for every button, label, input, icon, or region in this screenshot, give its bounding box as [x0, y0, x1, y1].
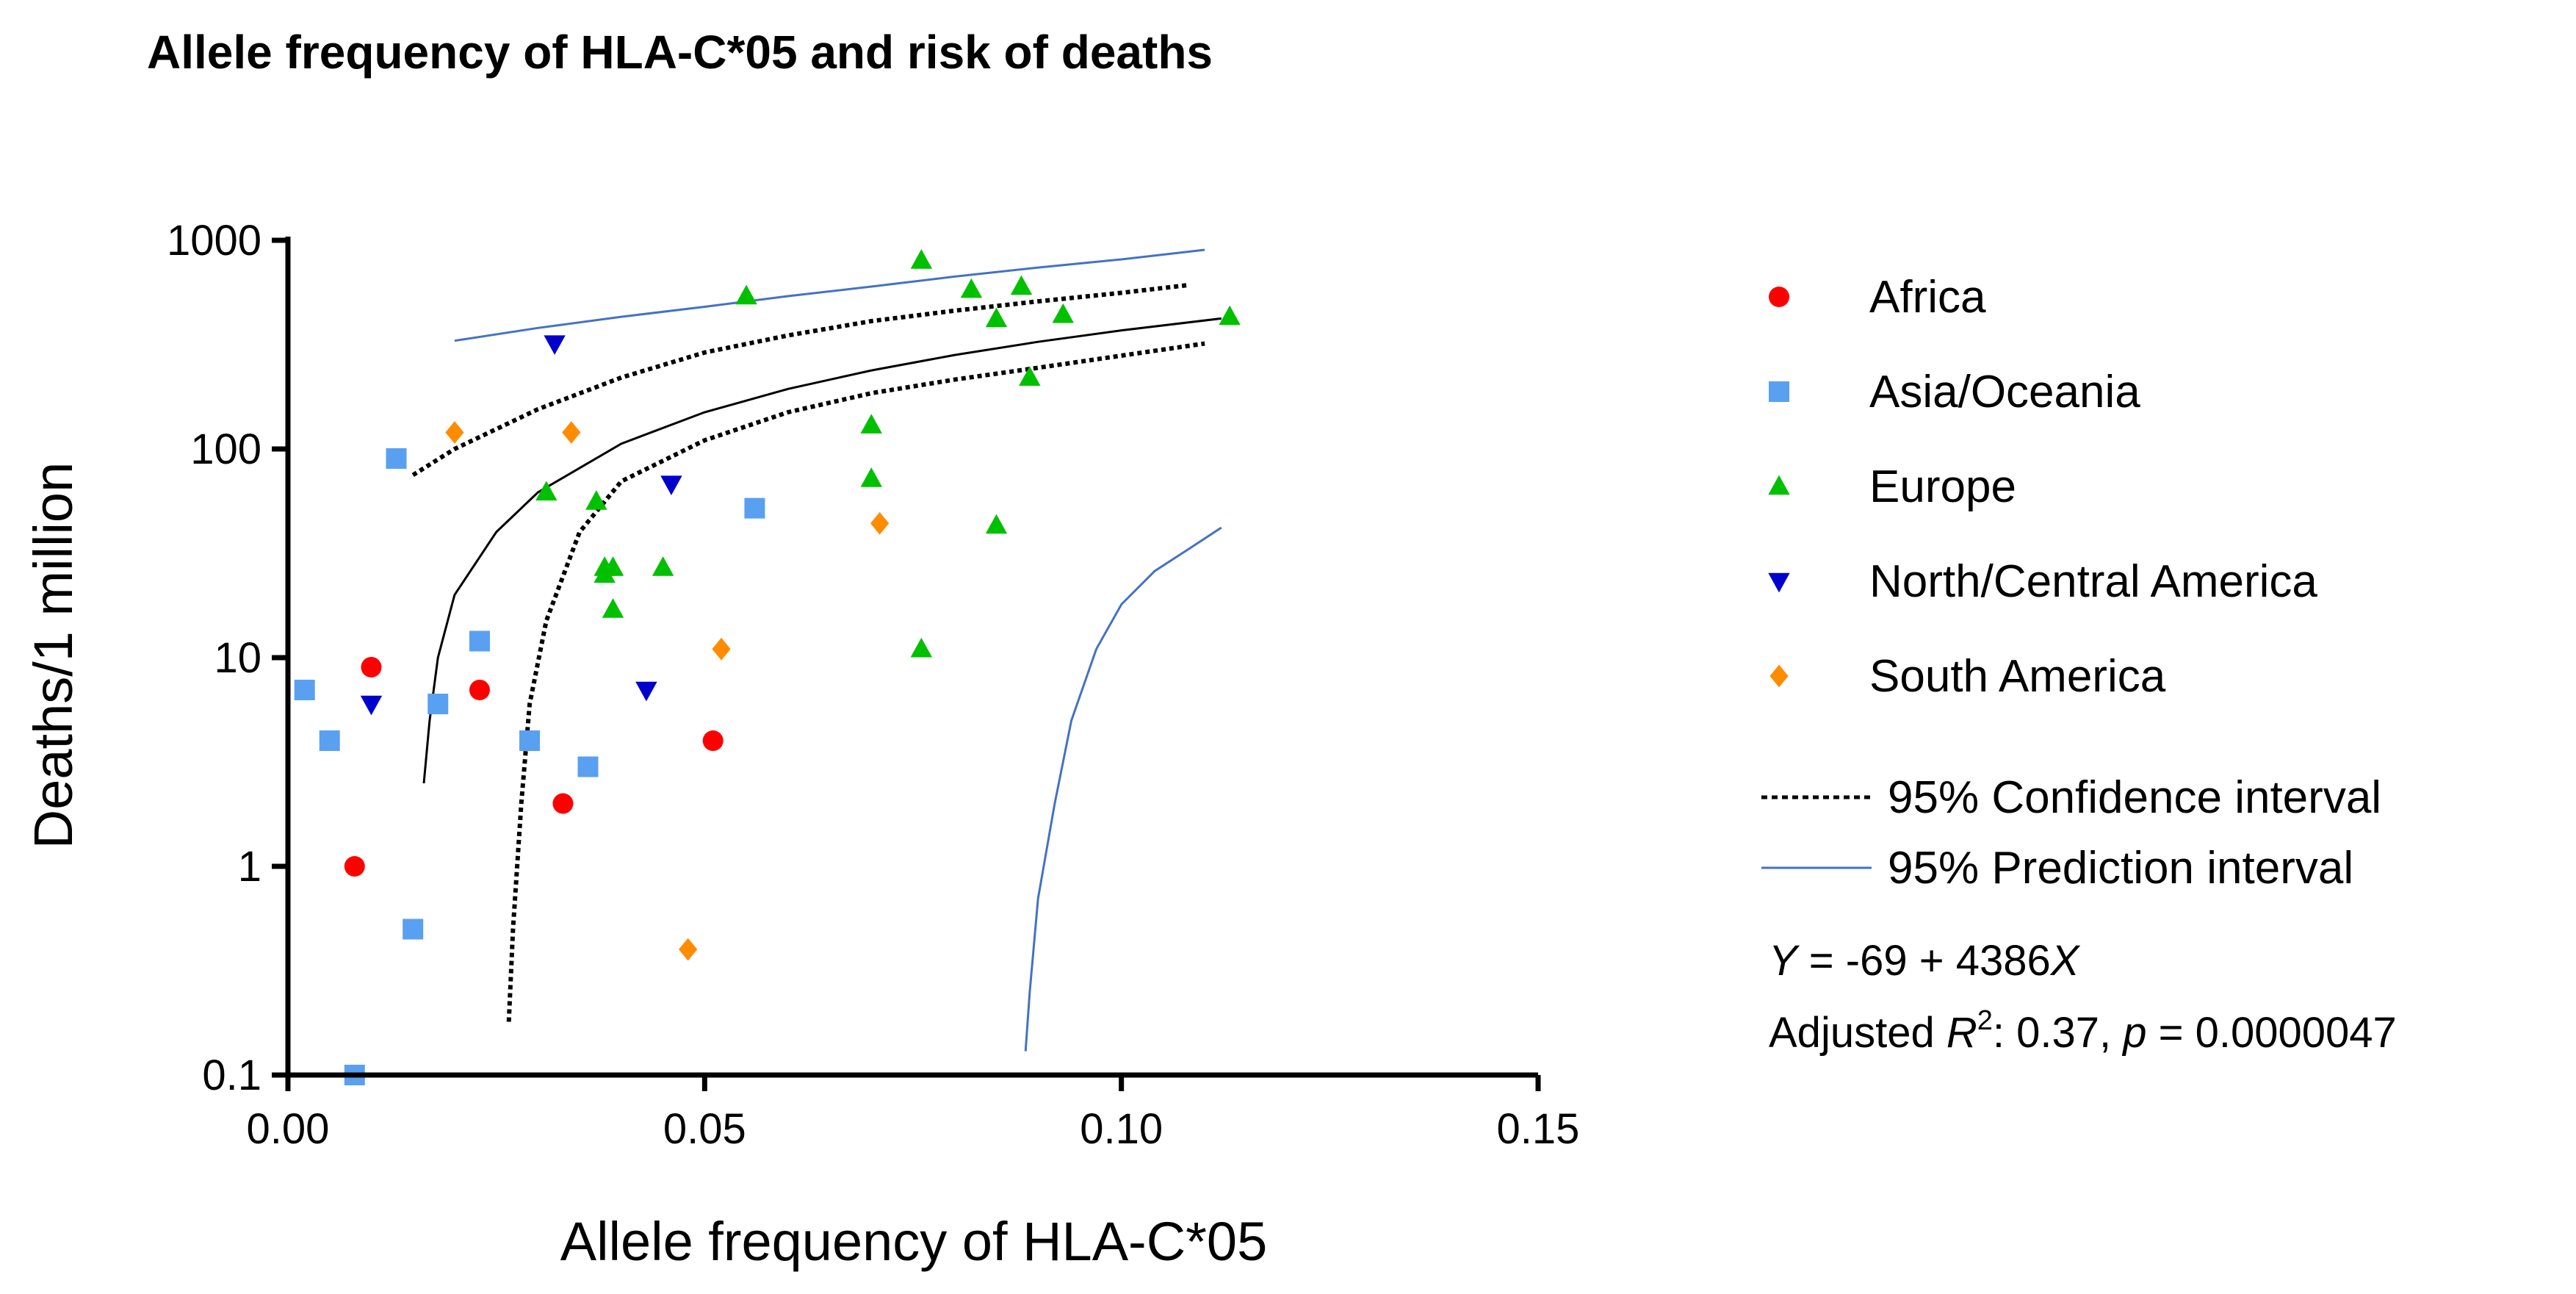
north-central-america-point — [635, 681, 657, 702]
legend: Africa Asia/Oceania Europe North/Central Am… — [1761, 272, 2381, 894]
europe-point — [860, 414, 882, 434]
europe-point — [585, 490, 607, 510]
africa-point — [469, 679, 490, 700]
y-tick-label: 1000 — [167, 217, 261, 265]
prediction-interval-upper-line — [454, 248, 1205, 342]
equation-x-variable: X — [2049, 937, 2081, 985]
europe-point — [1019, 366, 1041, 386]
x-tick-label: 0.15 — [1497, 1105, 1580, 1153]
europe-point — [985, 307, 1008, 328]
legend-label-europe: Europe — [1869, 461, 2016, 512]
x-tick-label: 0.05 — [663, 1105, 746, 1153]
africa-point — [361, 656, 382, 677]
europe-point — [985, 514, 1008, 534]
europe-point — [602, 598, 624, 618]
asia-oceania-point — [386, 447, 407, 469]
south-america-point — [445, 421, 464, 444]
prediction-interval-lower-line — [1024, 526, 1222, 1052]
plot-lines — [411, 248, 1222, 1052]
asia-oceania-point — [319, 730, 340, 752]
asia-oceania-point — [744, 497, 765, 519]
legend-marker-south-america — [1769, 664, 1789, 688]
x-tick-label: 0.10 — [1080, 1105, 1163, 1153]
europe-point — [910, 637, 933, 658]
equation-y-variable: Y — [1769, 937, 1800, 985]
asia-oceania-point — [294, 679, 315, 700]
europe-point — [1219, 305, 1241, 326]
europe-point — [860, 467, 882, 487]
y-tick-label: 1 — [238, 843, 261, 891]
south-america-point — [870, 511, 890, 535]
plot-points — [294, 249, 1241, 1085]
equation-body: = -69 + 4386 — [1797, 937, 2051, 985]
south-america-point — [712, 637, 731, 661]
adjusted-r2-text: Adjusted R2: 0.37, p = 0.0000047 — [1769, 1005, 2397, 1057]
confidence-interval-upper-line — [411, 283, 1188, 478]
p-variable: p — [2121, 1009, 2146, 1057]
asia-oceania-point — [577, 756, 599, 777]
africa-point — [344, 856, 365, 877]
r2-value: : 0.37, — [1993, 1009, 2123, 1057]
y-axis-label: Deaths/1 million — [23, 462, 84, 849]
south-america-point — [562, 421, 581, 444]
x-axis-label: Allele frequency of HLA-C*05 — [560, 1211, 1268, 1272]
europe-point — [652, 556, 674, 576]
asia-oceania-point — [519, 730, 541, 752]
legend-marker-africa — [1769, 287, 1789, 307]
europe-point — [1010, 275, 1033, 295]
chart-title: Allele frequency of HLA-C*05 and risk of… — [147, 26, 1213, 79]
asia-oceania-point — [469, 630, 490, 652]
europe-point — [735, 284, 757, 305]
y-tick-label: 0.1 — [202, 1052, 261, 1099]
legend-label-africa: Africa — [1869, 272, 1986, 323]
europe-point — [1052, 303, 1074, 323]
north-central-america-point — [544, 335, 566, 355]
asia-oceania-point — [403, 919, 424, 940]
africa-point — [552, 793, 574, 814]
africa-point — [702, 730, 724, 752]
legend-label-asia-oceania: Asia/Oceania — [1869, 367, 2140, 417]
legend-marker-north-central-america — [1768, 572, 1790, 593]
r2-prefix: Adjusted — [1769, 1009, 1947, 1057]
r2-variable: R — [1947, 1009, 1977, 1057]
south-america-point — [679, 938, 698, 961]
legend-label-south-america: South America — [1869, 651, 2166, 702]
legend-label-prediction-interval: 95% Prediction interval — [1888, 843, 2353, 894]
europe-point — [602, 556, 624, 576]
p-value: = 0.0000047 — [2146, 1009, 2396, 1057]
confidence-interval-lower-line — [506, 341, 1205, 1022]
axis-ticks: 0.00 0.05 0.10 0.15 0.1 1 10 100 1000 — [167, 217, 1579, 1153]
north-central-america-point — [660, 475, 682, 495]
x-tick-label: 0.00 — [247, 1105, 330, 1153]
europe-point — [535, 481, 558, 501]
r2-superscript: 2 — [1977, 1005, 1993, 1036]
regression-equation: Y = -69 + 4386X — [1769, 937, 2081, 985]
legend-label-confidence-interval: 95% Confidence interval — [1888, 772, 2381, 823]
y-tick-label: 100 — [190, 425, 261, 473]
y-tick-label: 10 — [214, 634, 261, 682]
legend-label-north-central-america: North/Central America — [1869, 556, 2317, 607]
north-central-america-point — [360, 695, 383, 716]
legend-marker-asia-oceania — [1769, 381, 1789, 402]
europe-point — [910, 249, 933, 269]
legend-marker-europe — [1768, 475, 1790, 495]
asia-oceania-point — [427, 694, 449, 715]
europe-point — [960, 278, 983, 298]
regression-fit-line — [422, 317, 1222, 784]
